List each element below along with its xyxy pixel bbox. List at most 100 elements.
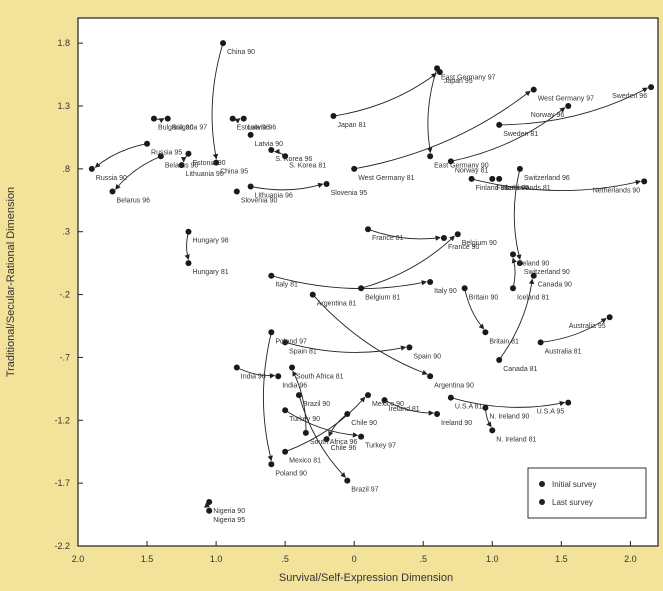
- label-italy81: Italy 81: [275, 282, 298, 289]
- label-italy90: Italy 90: [434, 288, 457, 295]
- point-turkey90: [282, 407, 289, 414]
- arrow-switzerland96-switzerland90: [513, 168, 522, 261]
- label-egermany90: East Germany 90: [434, 162, 489, 169]
- point-southafrica81: [289, 364, 296, 371]
- label-switzerland90: Switzerland 90: [524, 269, 570, 276]
- y-axis-label: Traditional/Secular-Rational Dimension: [5, 187, 17, 377]
- label-lithuania90: Lithuania 90: [186, 171, 224, 178]
- label-switzerland96: Switzerland 96: [524, 175, 570, 182]
- label-japan81: Japan 81: [337, 122, 366, 129]
- x-tick-label: 2.0: [72, 554, 85, 564]
- point-hungary98: [185, 228, 192, 235]
- label-nireland90: N. Ireland 90: [489, 414, 529, 421]
- point-sweden96: [648, 84, 655, 91]
- y-tick-label: .8: [62, 164, 70, 174]
- label-india96: India 96: [282, 382, 307, 389]
- point-hungary81: [185, 260, 192, 267]
- point-latvia96: [240, 115, 247, 122]
- point-switzerland96: [516, 165, 523, 172]
- point-estonia96: [229, 115, 236, 122]
- arrow-france81-france90: [367, 228, 441, 241]
- label-brazil90: Brazil 90: [303, 401, 330, 408]
- label-france90: France 90: [448, 244, 480, 251]
- y-tick-label: 1.3: [57, 101, 70, 111]
- point-usa95: [565, 399, 572, 406]
- point-layer: [88, 40, 655, 514]
- label-brazil97: Brazil 97: [351, 487, 378, 494]
- point-estonia90: [185, 150, 192, 157]
- y-tick-label: .3: [62, 227, 70, 237]
- label-usa95: U.S.A 95: [537, 409, 565, 416]
- point-brazil90: [295, 392, 302, 399]
- point-poland90: [268, 461, 275, 468]
- arrow-poland97-poland90: [262, 332, 273, 462]
- point-canada90: [530, 272, 537, 279]
- point-canada81: [496, 356, 503, 363]
- point-spain90: [406, 344, 413, 351]
- x-tick-label: 1.0: [486, 554, 499, 564]
- y-tick-label: -.2: [59, 290, 70, 300]
- point-chile96: [323, 436, 330, 443]
- legend-initial-label: Initial survey: [552, 480, 596, 489]
- label-estonia90: Estonia 90: [192, 160, 225, 167]
- point-skorea96: [268, 147, 275, 153]
- point-china90: [220, 40, 226, 47]
- point-lithuania90: [178, 162, 185, 169]
- legend-box: [527, 467, 647, 519]
- label-russia95: Russia 95: [151, 150, 182, 157]
- label-china90: China 90: [227, 49, 255, 56]
- arrow-finland81-netherlands90: [471, 178, 642, 191]
- label-finland96: Finland 96: [496, 185, 529, 192]
- label-mexico90: Mexico 90: [372, 401, 404, 408]
- label-argentina90: Argentina 90: [434, 382, 474, 389]
- label-hungary98: Hungary 98: [192, 238, 228, 245]
- label-turkey97: Turkey 97: [365, 443, 396, 450]
- label-netherlands90: Netherlands 90: [593, 187, 641, 194]
- point-spain81: [282, 339, 289, 346]
- point-mexico81: [282, 448, 289, 455]
- x-axis-label: Survival/Self-Expression Dimension: [279, 572, 453, 584]
- arrow-layer: [94, 43, 649, 508]
- arrow-argentina81-argentina90: [312, 294, 428, 375]
- point-mexico90: [365, 392, 371, 399]
- label-belarus90: Belarus 90: [165, 162, 199, 169]
- label-ireland90: Ireland 90: [441, 420, 472, 427]
- label-australia95: Australia 95: [569, 323, 606, 330]
- arrow-southafrica96-southafrica81: [292, 370, 307, 433]
- label-latvia96: Latvia 96: [248, 125, 277, 132]
- label-chile90: Chile 90: [351, 420, 377, 427]
- y-tick-label: -1.2: [54, 415, 70, 425]
- point-argentina90: [427, 373, 434, 380]
- x-tick-label: 2.0: [624, 554, 637, 564]
- label-wgermany81: West Germany 81: [358, 175, 414, 182]
- point-slovenia95: [323, 180, 330, 187]
- arrow-canada81-canada90: [498, 278, 535, 361]
- arrow-norway81-norway96: [450, 107, 566, 162]
- point-turkey97: [358, 433, 365, 440]
- arrow-russia95-russia90: [94, 143, 148, 168]
- label-argentina81: Argentina 81: [317, 301, 357, 308]
- arrow-australia81-australia95: [540, 318, 607, 343]
- x-tick-label: .5: [419, 554, 427, 564]
- label-hungary81: Hungary 81: [192, 269, 228, 276]
- label-norway81: Norway 81: [455, 167, 489, 174]
- label-sweden81: Sweden 81: [503, 131, 538, 138]
- label-egermany97: East Germany 97: [441, 74, 496, 81]
- point-latvia90: [247, 131, 254, 138]
- point-iceland90: [510, 251, 516, 258]
- x-tick-label: 1.5: [141, 554, 154, 564]
- label-nireland81: N. Ireland 81: [496, 436, 536, 443]
- x-tick-label: 1.0: [210, 554, 223, 564]
- label-sweden96: Sweden 96: [612, 93, 647, 100]
- point-wgermany81: [351, 165, 358, 172]
- point-finland96: [489, 175, 496, 182]
- x-axis-ticks: 2.0 1.5 1.0 .5 0 .5 1.0 1.5 2.0: [72, 541, 637, 564]
- label-ireland81: Ireland 81: [389, 406, 420, 413]
- label-wgermany97: West Germany 97: [538, 96, 594, 103]
- label-spain90: Spain 90: [413, 353, 441, 360]
- point-belgium90: [454, 231, 461, 238]
- arrow-mexico81-mexico90: [284, 396, 366, 453]
- point-switzerland90: [516, 260, 523, 267]
- arrow-ireland81-ireland90: [384, 399, 435, 416]
